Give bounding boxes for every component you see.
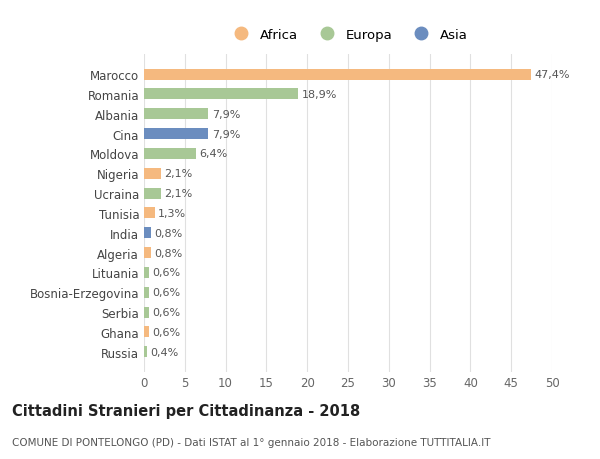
Text: 2,1%: 2,1% [164,189,193,199]
Bar [144,287,149,298]
Bar [144,188,161,199]
Text: 0,8%: 0,8% [154,248,182,258]
Text: 0,4%: 0,4% [151,347,179,357]
Text: Cittadini Stranieri per Cittadinanza - 2018: Cittadini Stranieri per Cittadinanza - 2… [12,403,360,419]
Bar [144,149,196,160]
Bar [144,69,531,80]
Text: 0,6%: 0,6% [152,308,180,317]
Bar [144,129,208,140]
Text: 0,6%: 0,6% [152,268,180,278]
Text: 6,4%: 6,4% [199,149,228,159]
Text: 0,6%: 0,6% [152,288,180,297]
Bar [144,347,147,358]
Text: 7,9%: 7,9% [212,110,240,119]
Text: 47,4%: 47,4% [534,70,569,80]
Text: 1,3%: 1,3% [158,208,186,218]
Text: 0,6%: 0,6% [152,327,180,337]
Bar [144,89,298,100]
Bar [144,228,151,239]
Bar [144,267,149,278]
Bar [144,109,208,120]
Text: 2,1%: 2,1% [164,169,193,179]
Text: COMUNE DI PONTELONGO (PD) - Dati ISTAT al 1° gennaio 2018 - Elaborazione TUTTITA: COMUNE DI PONTELONGO (PD) - Dati ISTAT a… [12,437,491,447]
Text: 18,9%: 18,9% [301,90,337,100]
Bar [144,208,155,219]
Text: 7,9%: 7,9% [212,129,240,139]
Legend: Africa, Europa, Asia: Africa, Europa, Asia [223,24,473,47]
Bar [144,168,161,179]
Text: 0,8%: 0,8% [154,228,182,238]
Bar [144,307,149,318]
Bar [144,327,149,338]
Bar [144,247,151,258]
